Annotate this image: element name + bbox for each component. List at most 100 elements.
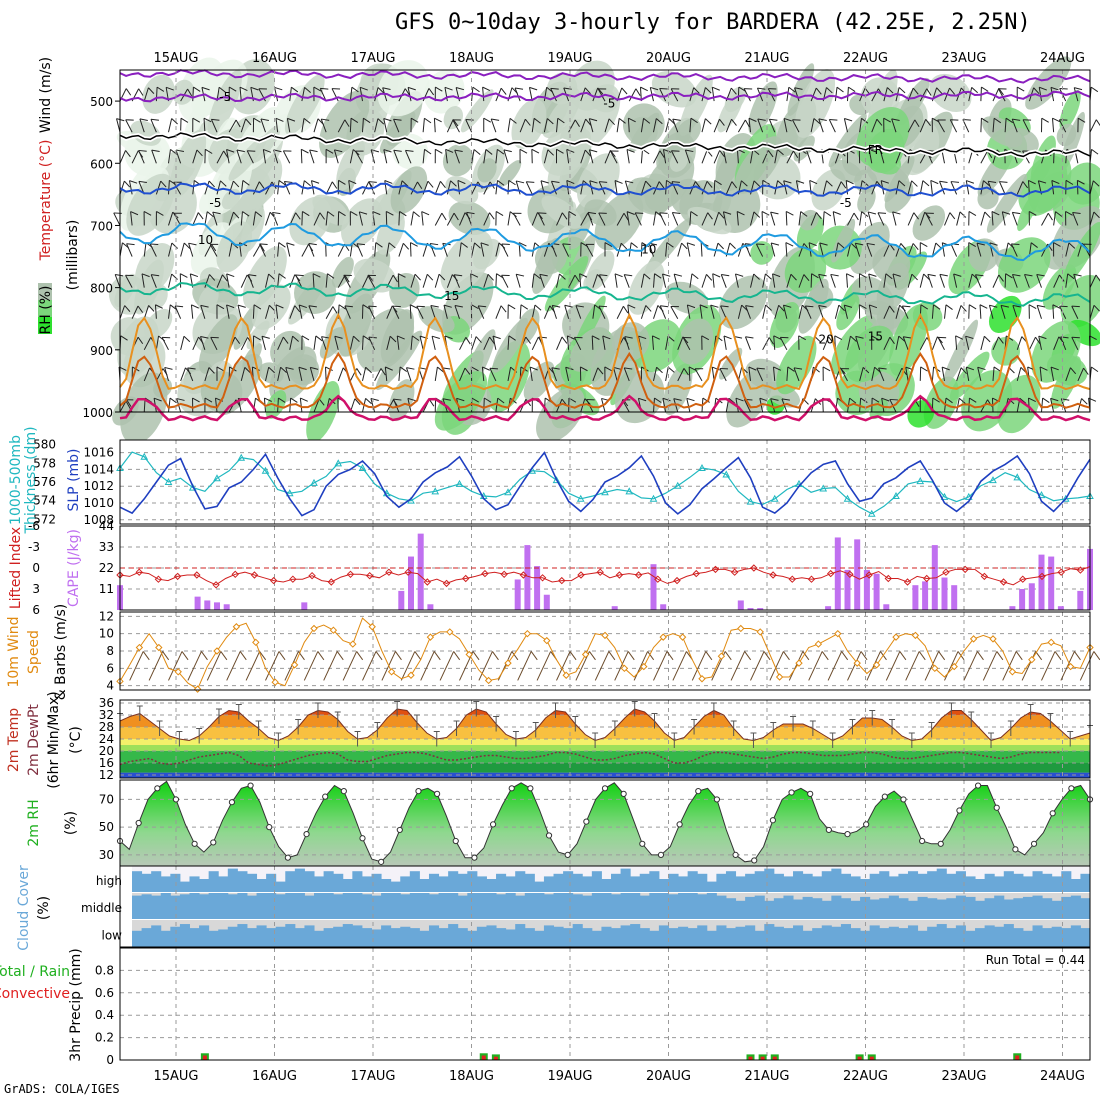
barb-flag xyxy=(624,367,633,370)
wind-barb xyxy=(604,366,613,381)
barb-flag xyxy=(729,242,736,250)
barb-flag xyxy=(849,397,857,404)
barb-staff xyxy=(119,305,126,319)
wind-barb xyxy=(878,367,887,382)
cloud-bar xyxy=(199,925,210,947)
cape-bar xyxy=(834,537,841,610)
cloud-bar xyxy=(534,881,545,892)
barb-staff xyxy=(119,150,126,164)
wind-barb xyxy=(275,117,284,133)
wind-barb xyxy=(407,86,416,102)
barb-flag xyxy=(868,273,877,277)
wind-barb xyxy=(688,366,697,381)
panel-frame xyxy=(119,525,1091,611)
barb-flag xyxy=(226,149,235,153)
wind-barb xyxy=(422,148,432,164)
cloud-bar xyxy=(965,896,976,919)
wind-barb xyxy=(236,149,245,164)
barb-flag xyxy=(623,212,629,221)
li-point xyxy=(711,565,720,574)
cloud-bar xyxy=(888,926,899,947)
barb-flag xyxy=(724,651,732,661)
barb-staff xyxy=(868,273,873,288)
barb-staff xyxy=(744,336,751,350)
wind-barb xyxy=(793,367,803,382)
barb-flag xyxy=(368,305,377,308)
wind-barb xyxy=(562,243,571,257)
thickness-point xyxy=(867,509,876,517)
barb-flag xyxy=(671,181,680,183)
barb-flag xyxy=(735,397,744,402)
wind-barb xyxy=(519,304,529,319)
cloud-bar xyxy=(246,895,258,919)
wind-barb xyxy=(348,179,357,195)
barb-flag xyxy=(815,87,822,95)
barb-staff xyxy=(941,367,945,381)
wind-tick-label: 4 xyxy=(106,679,114,693)
wind-barb xyxy=(204,211,214,226)
barb-flag xyxy=(833,211,841,215)
cape-bar xyxy=(514,579,521,610)
date-label-bottom: 21AUG xyxy=(744,1069,789,1084)
rh-shade xyxy=(929,73,972,112)
barb-flag xyxy=(475,336,482,343)
barb-staff xyxy=(783,180,788,195)
barb-flag xyxy=(410,304,418,309)
cloud-bar xyxy=(314,930,325,947)
barb-staff xyxy=(847,87,849,102)
rh-shade xyxy=(830,159,862,183)
cloud-bar xyxy=(1032,925,1043,947)
cloud-bar xyxy=(888,876,899,892)
barb-flag xyxy=(945,304,953,310)
barb-flag xyxy=(472,86,480,93)
barb-staff xyxy=(965,180,970,195)
barb-flag xyxy=(898,180,906,187)
barb-flag xyxy=(744,88,753,90)
barb-staff xyxy=(349,87,353,102)
barb-staff xyxy=(409,242,412,257)
cloud-bar xyxy=(218,876,229,892)
barb-staff xyxy=(648,243,654,257)
rh-point xyxy=(303,830,310,838)
wind-barb xyxy=(298,366,307,382)
wind-barb-10m xyxy=(226,651,247,681)
wind-barb xyxy=(482,86,491,102)
panel-frame xyxy=(119,611,1091,691)
cloud-bar xyxy=(735,926,746,947)
li-point xyxy=(769,571,777,579)
barb-staff xyxy=(482,87,485,102)
cloud-bar xyxy=(611,928,622,947)
wind-barb-10m xyxy=(362,651,383,681)
barb-flag xyxy=(993,117,1002,124)
thickness-point xyxy=(237,453,246,461)
wind-barb xyxy=(588,149,598,164)
wind-barb xyxy=(602,335,611,350)
barb-flag xyxy=(173,212,182,214)
barb-flag xyxy=(191,304,199,309)
thickness-point xyxy=(892,491,900,499)
barb-flag xyxy=(126,243,135,246)
contour-5 xyxy=(119,182,1091,198)
barb-flag xyxy=(999,181,1008,183)
barb-staff xyxy=(143,305,150,319)
barb-flag xyxy=(1054,651,1062,661)
wind-barb xyxy=(483,117,491,133)
barb-flag xyxy=(509,117,517,124)
barb-flag xyxy=(955,335,964,340)
wind-barb xyxy=(616,305,629,319)
barb-staff xyxy=(252,244,261,257)
barbs-axis-label: & Barbs (m/s) xyxy=(53,604,69,701)
wind-barb xyxy=(939,273,948,288)
barb-flag xyxy=(137,305,144,313)
rh-point xyxy=(751,857,758,864)
wind-barb xyxy=(246,150,256,164)
cape-bar xyxy=(1019,589,1026,610)
wind-barb xyxy=(976,242,985,257)
barb-staff xyxy=(483,212,490,226)
wind-barb xyxy=(883,336,895,351)
wind-barb xyxy=(653,366,663,382)
wind-barb xyxy=(1089,86,1099,102)
wind-barb xyxy=(385,211,394,226)
barb-flag xyxy=(259,243,268,246)
barb-flag xyxy=(1038,180,1047,184)
